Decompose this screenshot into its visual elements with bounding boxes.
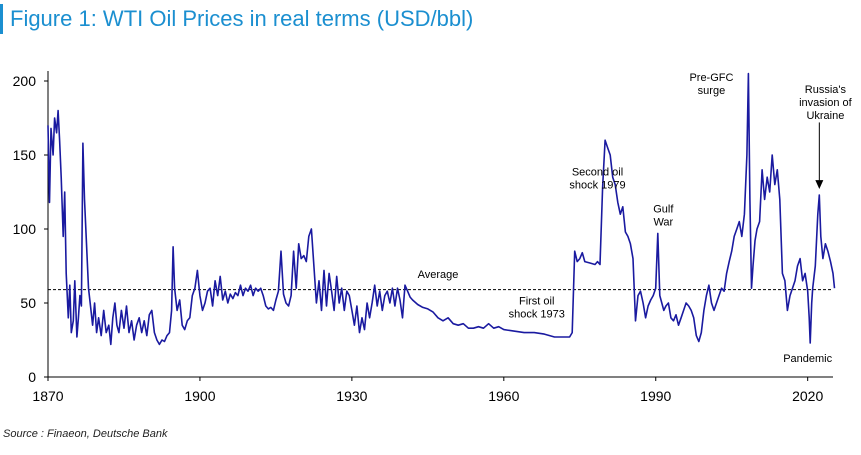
annotation-label: Pre-GFC surge — [689, 72, 733, 97]
x-tick-label: 1870 — [32, 388, 63, 404]
annotation-label: Gulf War — [653, 204, 674, 229]
annotation-label: Pandemic — [783, 353, 832, 365]
x-tick-label: 1900 — [184, 388, 215, 404]
annotation-label: First oil shock 1973 — [509, 295, 565, 320]
x-tick-label: 1930 — [336, 388, 367, 404]
annotation-label: Average — [418, 269, 459, 281]
source-note: Source : Finaeon, Deutsche Bank — [3, 428, 168, 440]
chart-title: Figure 1: WTI Oil Prices in real terms (… — [10, 6, 474, 31]
x-tick-label: 1990 — [640, 388, 671, 404]
y-tick-label: 50 — [20, 295, 36, 311]
series-line-wti — [47, 72, 836, 346]
y-tick-label: 100 — [13, 221, 37, 237]
x-tick-label: 1960 — [488, 388, 519, 404]
annotation-label: Second oil shock 1979 — [569, 167, 625, 192]
x-tick-label: 2020 — [792, 388, 823, 404]
y-tick-label: 200 — [13, 73, 37, 89]
title-accent-bar — [0, 4, 3, 34]
annotation-layer: Average Second oil shock 1979 Gulf War Pre-GF… — [418, 72, 853, 365]
y-tick-label: 150 — [13, 147, 37, 163]
annotation-label: Russia's invasion of Ukraine — [799, 84, 853, 122]
ukraine-arrow-head — [815, 180, 824, 190]
y-tick-label: 0 — [28, 369, 36, 385]
series-layer — [47, 72, 836, 346]
axes-layer: 0 50 100 150 200 1870 1900 1930 1960 1990 2020 — [13, 71, 833, 404]
